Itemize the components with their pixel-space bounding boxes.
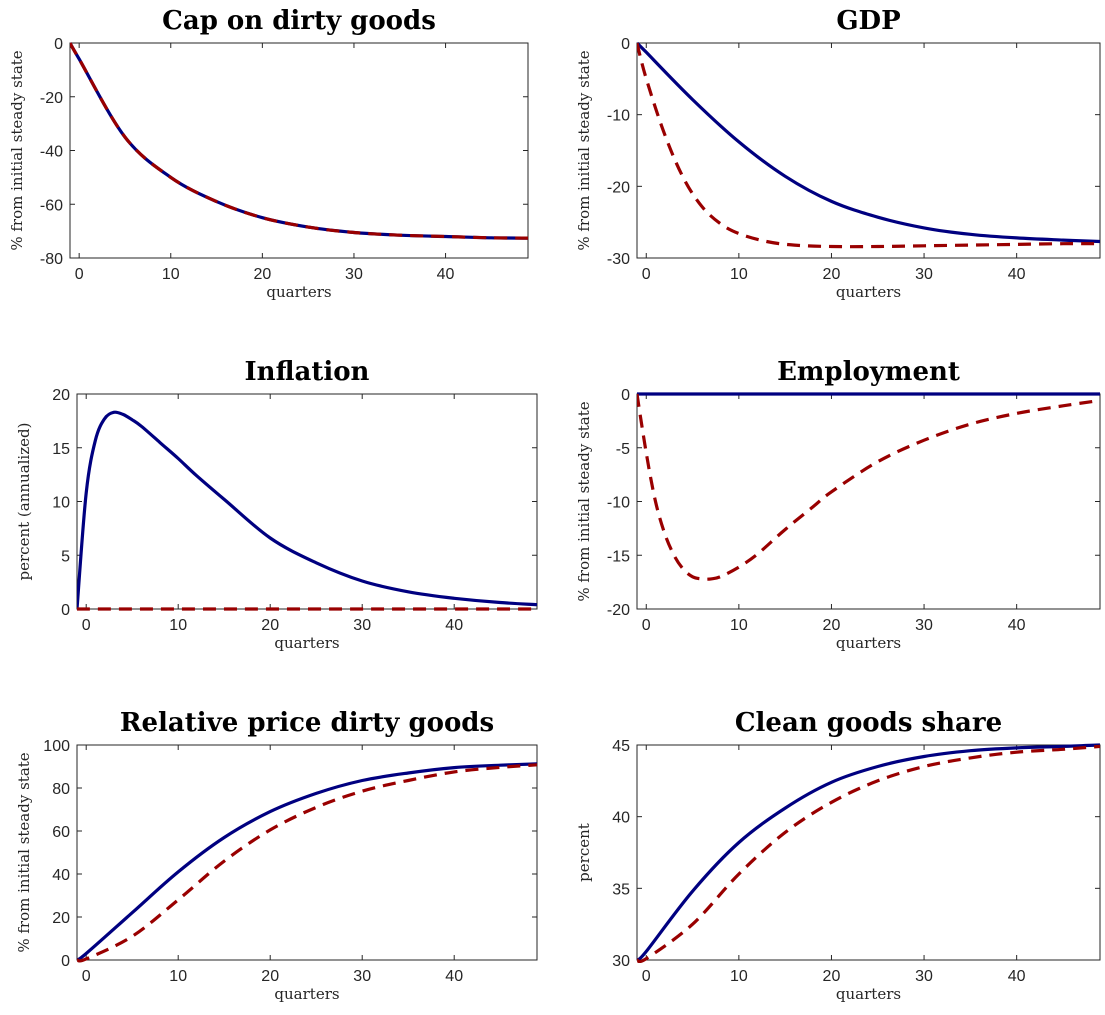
solid-series-line [77,410,538,610]
x-tick-label: 30 [915,266,933,283]
solid-series-line [637,743,1101,962]
y-tick-label: 5 [61,548,70,565]
x-tick-label: 0 [82,617,91,634]
x-tick-label: 0 [642,266,651,283]
y-axis-label: % from initial steady state [8,50,26,250]
chart-5: 0 10 20 30 40 0 20 40 60 80 100 Relative price dirt… [15,708,538,1003]
plot-frame [636,744,1101,961]
solid-series-line [637,41,1101,244]
x-tick-label: 20 [823,968,841,985]
solid-series-line [70,42,529,240]
x-axis-label: quarters [274,634,339,652]
y-tick-label: -80 [40,251,63,268]
plot-frame [76,744,538,961]
chart-6: 0 10 20 30 40 30 35 40 45 Clean goods share quarte… [575,708,1101,1003]
y-tick-label: -5 [616,441,630,458]
y-tick-label: 40 [52,867,70,884]
y-tick-label: 30 [612,953,630,970]
chart-2: 0 10 20 30 40 -30 -20 -10 0 GDP quarters % from ini… [575,6,1101,301]
x-tick-label: 0 [642,617,651,634]
plot-frame [76,393,538,610]
x-axis-label: quarters [836,985,901,1003]
y-axis-label: % from initial steady state [575,50,593,250]
y-tick-label: 45 [612,738,630,755]
x-tick-label: 40 [445,617,463,634]
y-tick-label: 60 [52,824,70,841]
y-tick-label: -10 [607,495,630,512]
y-tick-label: 0 [54,36,63,53]
plot-frame [636,42,1101,259]
x-tick-label: 20 [823,266,841,283]
dashed-series-line [77,763,538,963]
x-tick-label: 30 [345,266,363,283]
dashed-series-line [637,744,1101,963]
x-axis-label: quarters [274,985,339,1003]
x-tick-label: 40 [1008,266,1026,283]
y-axis-label: percent [575,823,593,882]
x-tick-label: 30 [915,968,933,985]
y-tick-label: 100 [43,738,70,755]
y-tick-label: -60 [40,197,63,214]
chart-title: GDP [836,6,900,36]
x-tick-label: 10 [169,968,187,985]
y-axis-label: percent (annualized) [15,423,33,581]
x-axis-label: quarters [836,634,901,652]
y-tick-label: 15 [52,441,70,458]
y-tick-label: 35 [612,881,630,898]
x-tick-label: 20 [823,617,841,634]
solid-series-line [77,762,538,962]
y-tick-label: 0 [61,953,70,970]
y-tick-label: 0 [61,602,70,619]
y-tick-label: -40 [40,144,63,161]
x-tick-label: 10 [169,617,187,634]
y-tick-label: 20 [52,910,70,927]
x-tick-label: 20 [261,617,279,634]
chart-4: 0 10 20 30 40 -20 -15 -10 -5 0 Employment quarters%… [575,357,1101,652]
dashed-series-line [637,42,1101,249]
y-tick-label: 80 [52,781,70,798]
y-tick-label: -30 [607,251,630,268]
chart-title: Clean goods share [735,708,1002,738]
dashed-series-line [70,42,529,240]
x-tick-label: 10 [162,266,180,283]
x-axis-label: quarters [266,283,331,301]
x-tick-label: 10 [730,266,748,283]
y-tick-label: 20 [52,387,70,404]
x-tick-label: 0 [642,968,651,985]
x-tick-label: 0 [82,968,91,985]
x-tick-label: 40 [445,968,463,985]
x-axis-label: quarters [836,283,901,301]
chart-1: 0 10 20 30 40 -80 -60 -40 -20 0 Cap on dirty goods… [8,6,529,301]
y-tick-label: 0 [621,36,630,53]
x-tick-label: 30 [915,617,933,634]
y-tick-label: -20 [607,602,630,619]
y-tick-label: 0 [621,387,630,404]
chart-3: 0 10 20 30 40 0 5 10 15 20 Inflation quarters percen… [15,357,538,652]
y-tick-label: -10 [607,108,630,125]
y-axis-label: % from initial steady state [15,752,33,952]
x-tick-label: 20 [261,968,279,985]
dashed-series-line [637,393,1101,581]
x-tick-label: 10 [730,968,748,985]
x-tick-label: 30 [353,968,371,985]
x-tick-label: 10 [730,617,748,634]
x-tick-label: 40 [1008,968,1026,985]
y-tick-label: 10 [52,495,70,512]
chart-title: Employment [777,357,960,387]
x-tick-label: 20 [253,266,271,283]
x-tick-label: 40 [437,266,455,283]
chart-title: Cap on dirty goods [162,6,436,36]
y-axis-label: % from initial steady state [575,401,593,601]
chart-title: Inflation [245,357,370,387]
y-tick-label: -15 [607,548,630,565]
x-tick-label: 0 [75,266,84,283]
y-tick-label: 40 [612,810,630,827]
y-tick-label: -20 [607,179,630,196]
plot-frame [636,393,1101,610]
x-tick-label: 30 [353,617,371,634]
y-tick-label: -20 [40,90,63,107]
chart-title: Relative price dirty goods [120,708,494,738]
x-tick-label: 40 [1008,617,1026,634]
